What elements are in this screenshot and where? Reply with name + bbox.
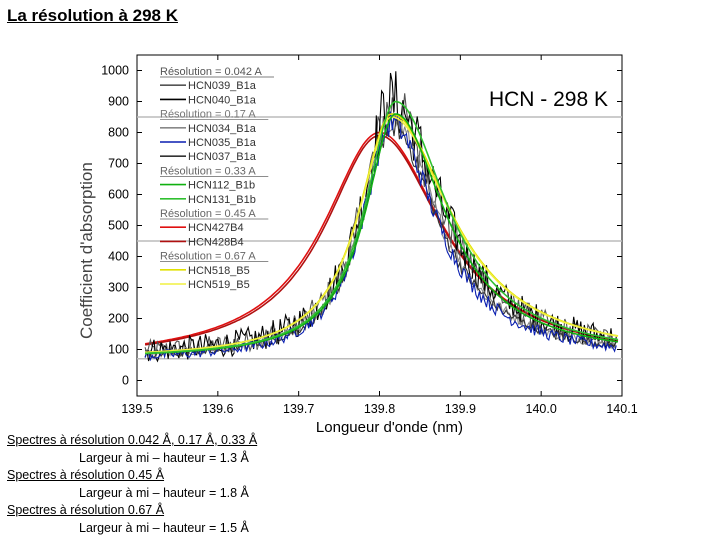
- note-line-4: Largeur à mi – hauteur = 1.8 Å: [79, 485, 249, 500]
- legend-entry-label: HCN519_B5: [188, 279, 250, 291]
- note-line-6: Largeur à mi – hauteur = 1.5 Å: [79, 520, 249, 535]
- legend-entry-label: HCN518_B5: [188, 265, 250, 277]
- x-tick-label: 140.1: [606, 402, 637, 416]
- chart-title: HCN - 298 K: [489, 88, 608, 111]
- x-tick-label: 140.0: [526, 402, 557, 416]
- x-tick-label: 139.8: [364, 402, 395, 416]
- legend-group-label: Résolution = 0.33 A: [160, 165, 256, 177]
- legend-entry-label: HCN427B4: [188, 222, 244, 234]
- legend-entry-label: HCN034_B1a: [188, 123, 257, 135]
- y-tick-label: 0: [122, 374, 129, 388]
- legend-entry-label: HCN037_B1a: [188, 151, 257, 163]
- legend-entry-label: HCN040_B1a: [188, 94, 257, 106]
- x-tick-label: 139.5: [121, 402, 152, 416]
- slide-title: La résolution à 298 K: [7, 6, 178, 25]
- legend-group-label: Résolution = 0.17 A: [160, 109, 256, 121]
- y-tick-label: 200: [108, 312, 129, 326]
- spectrum-hcn131-b1b: [145, 100, 619, 355]
- legend-group-label: Résolution = 0.67 A: [160, 251, 256, 263]
- note-line-5: Spectres à résolution 0.67 Å: [7, 503, 165, 517]
- y-tick-label: 900: [108, 95, 129, 109]
- legend-group-label: Résolution = 0.45 A: [160, 208, 256, 220]
- x-tick-label: 139.6: [202, 402, 233, 416]
- y-axis-label: Coefficient d'absorption: [77, 162, 96, 339]
- y-tick-label: 600: [108, 188, 129, 202]
- legend-entry-label: HCN428B4: [188, 236, 244, 248]
- y-tick-label: 800: [108, 126, 129, 140]
- y-tick-label: 400: [108, 250, 129, 264]
- legend-entry-label: HCN131_B1b: [188, 194, 256, 206]
- legend-entry-label: HCN035_B1a: [188, 137, 257, 149]
- y-tick-label: 500: [108, 219, 129, 233]
- notes-block: Spectres à résolution 0.042 Å, 0.17 Å, 0…: [7, 432, 257, 537]
- spectrum-hcn040-b1a: [144, 71, 617, 363]
- x-axis-label: Longueur d'onde (nm): [316, 419, 463, 436]
- y-tick-label: 1000: [101, 64, 129, 78]
- legend-group-label: Résolution = 0.042 A: [160, 66, 262, 78]
- y-tick-label: 100: [108, 343, 129, 357]
- x-tick-label: 139.7: [283, 402, 314, 416]
- x-tick-label: 139.9: [445, 402, 476, 416]
- note-line-2: Largeur à mi – hauteur = 1.3 Å: [79, 450, 249, 465]
- legend-entry-label: HCN039_B1a: [188, 80, 257, 92]
- y-tick-label: 300: [108, 281, 129, 295]
- note-line-1: Spectres à résolution 0.042 Å, 0.17 Å, 0…: [7, 433, 258, 447]
- y-tick-label: 700: [108, 157, 129, 171]
- note-line-3: Spectres à résolution 0.45 Å: [7, 468, 165, 482]
- legend-entry-label: HCN112_B1b: [188, 180, 255, 192]
